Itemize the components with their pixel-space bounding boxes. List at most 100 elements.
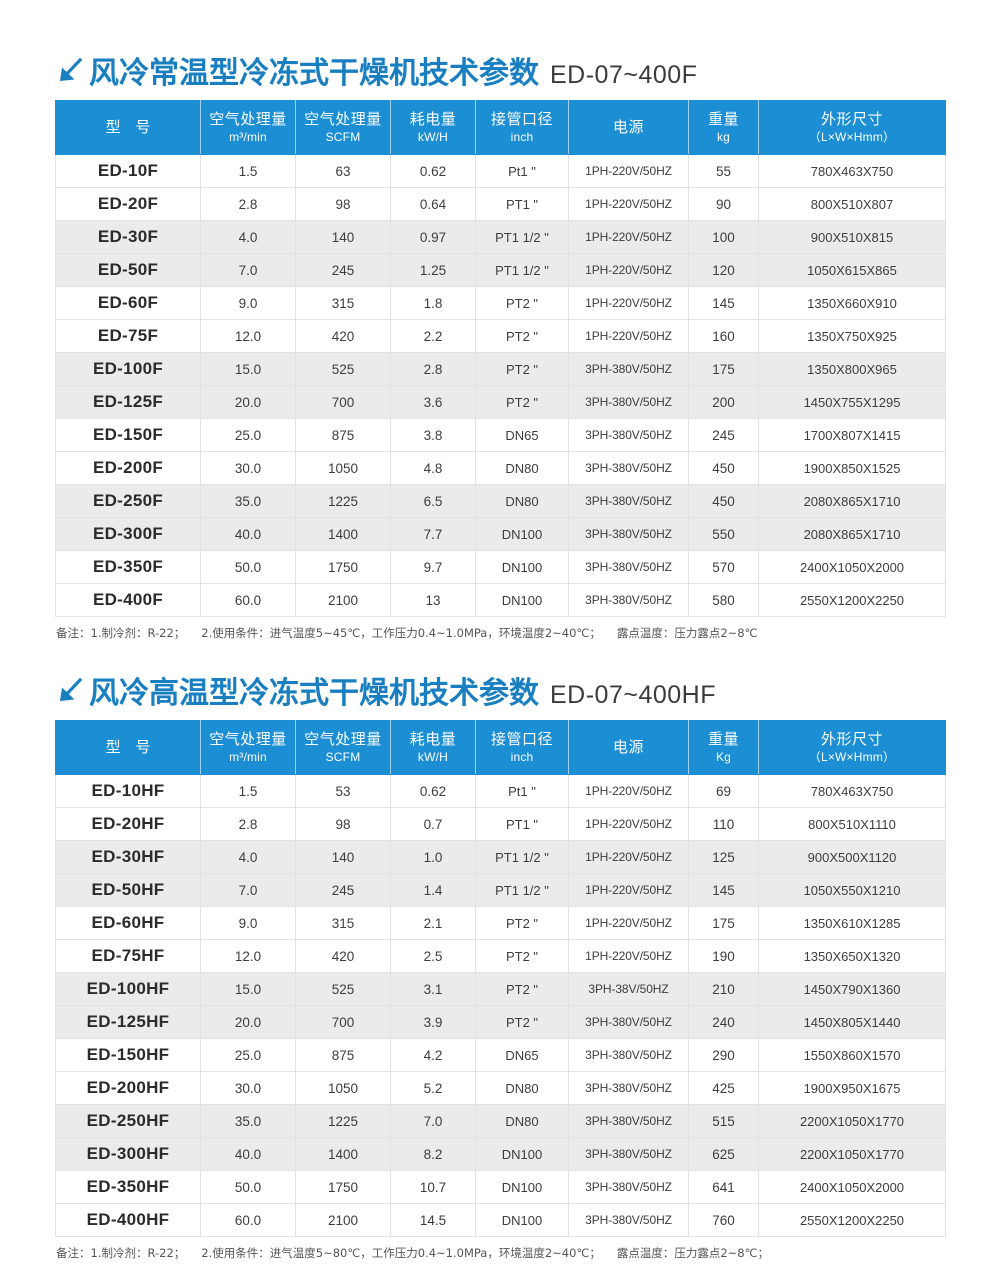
- footnote-part-1: 备注：1.制冷剂：R-22；: [56, 1246, 186, 1260]
- section-title-row: 风冷高温型冷冻式干燥机技术参数 ED-07~400HF: [0, 620, 997, 710]
- cell-airflow-scfm: 875: [295, 1038, 391, 1072]
- cell-pipe-diameter: PT2 ": [475, 286, 569, 320]
- cell-airflow-m3: 12.0: [200, 939, 296, 973]
- cell-power-supply: 3PH-380V/50HZ: [568, 583, 689, 617]
- cell-weight: 69: [688, 774, 759, 808]
- cell-model: ED-400HF: [55, 1203, 201, 1237]
- cell-airflow-m3: 2.8: [200, 807, 296, 841]
- table-row: ED-60F 9.0 315 1.8 PT2 " 1PH-220V/50HZ 145 1350…: [55, 286, 946, 320]
- cell-airflow-scfm: 525: [295, 972, 391, 1006]
- cell-model: ED-200F: [55, 451, 201, 485]
- column-header-sub: Kg: [715, 750, 732, 764]
- cell-dimensions: 2200X1050X1770: [758, 1137, 946, 1171]
- cell-pipe-diameter: DN100: [475, 583, 569, 617]
- cell-airflow-m3: 4.0: [200, 220, 296, 254]
- cell-airflow-m3: 35.0: [200, 484, 296, 518]
- cell-pipe-diameter: PT2 ": [475, 352, 569, 386]
- cell-model: ED-100F: [55, 352, 201, 386]
- table-header: 型 号 空气处理量 m³/min 空气处理量 SCFM 耗电量 kW/H: [55, 720, 946, 775]
- cell-airflow-scfm: 420: [295, 939, 391, 973]
- column-header-main: 重量: [707, 110, 739, 128]
- column-header-sub: kg: [716, 130, 731, 144]
- cell-airflow-m3: 50.0: [200, 1170, 296, 1204]
- column-header-airflow-scfm: 空气处理量 SCFM: [295, 720, 391, 775]
- cell-power-supply: 1PH-220V/50HZ: [568, 906, 689, 940]
- cell-pipe-diameter: DN100: [475, 1203, 569, 1237]
- cell-power-consumption: 1.25: [390, 253, 476, 287]
- cell-weight: 175: [688, 906, 759, 940]
- cell-airflow-scfm: 1225: [295, 484, 391, 518]
- cell-model: ED-150HF: [55, 1038, 201, 1072]
- cell-power-supply: 3PH-380V/50HZ: [568, 1005, 689, 1039]
- cell-pipe-diameter: PT2 ": [475, 972, 569, 1006]
- cell-model: ED-60F: [55, 286, 201, 320]
- cell-airflow-scfm: 875: [295, 418, 391, 452]
- cell-power-consumption: 2.1: [390, 906, 476, 940]
- cell-dimensions: 1550X860X1570: [758, 1038, 946, 1072]
- cell-airflow-m3: 30.0: [200, 451, 296, 485]
- cell-dimensions: 1350X800X965: [758, 352, 946, 386]
- cell-weight: 175: [688, 352, 759, 386]
- cell-power-consumption: 10.7: [390, 1170, 476, 1204]
- cell-power-consumption: 8.2: [390, 1137, 476, 1171]
- cell-pipe-diameter: DN100: [475, 517, 569, 551]
- cell-power-supply: 1PH-220V/50HZ: [568, 187, 689, 221]
- cell-airflow-m3: 1.5: [200, 154, 296, 188]
- cell-power-consumption: 0.97: [390, 220, 476, 254]
- cell-pipe-diameter: PT2 ": [475, 319, 569, 353]
- cell-airflow-scfm: 1750: [295, 550, 391, 584]
- cell-model: ED-400F: [55, 583, 201, 617]
- column-header-main: 型 号: [105, 118, 156, 136]
- cell-dimensions: 800X510X807: [758, 187, 946, 221]
- cell-pipe-diameter: Pt1 ": [475, 774, 569, 808]
- cell-model: ED-10HF: [55, 774, 201, 808]
- cell-airflow-scfm: 140: [295, 220, 391, 254]
- cell-model: ED-75HF: [55, 939, 201, 973]
- cell-dimensions: 1050X550X1210: [758, 873, 946, 907]
- footnote-part-2: 2.使用条件：进气温度5~45℃，工作压力0.4~1.0MPa，环境温度2~40…: [201, 626, 601, 640]
- cell-power-consumption: 13: [390, 583, 476, 617]
- column-header-airflow-m3: 空气处理量 m³/min: [200, 100, 296, 155]
- cell-airflow-scfm: 245: [295, 253, 391, 287]
- cell-power-consumption: 1.4: [390, 873, 476, 907]
- cell-power-supply: 1PH-220V/50HZ: [568, 840, 689, 874]
- cell-airflow-m3: 15.0: [200, 972, 296, 1006]
- cell-weight: 190: [688, 939, 759, 973]
- cell-power-consumption: 1.0: [390, 840, 476, 874]
- page-title-en: ED-07~400F: [550, 61, 698, 89]
- column-header-main: 空气处理量: [304, 730, 382, 748]
- cell-model: ED-125HF: [55, 1005, 201, 1039]
- cell-dimensions: 1450X755X1295: [758, 385, 946, 419]
- table-row: ED-300HF 40.0 1400 8.2 DN100 3PH-380V/50HZ 625…: [55, 1137, 946, 1171]
- cell-airflow-scfm: 63: [295, 154, 391, 188]
- cell-model: ED-50HF: [55, 873, 201, 907]
- cell-airflow-scfm: 98: [295, 187, 391, 221]
- table-header-row: 型 号 空气处理量 m³/min 空气处理量 SCFM 耗电量 kW/H: [55, 720, 946, 775]
- cell-dimensions: 1350X750X925: [758, 319, 946, 353]
- table-row: ED-200F 30.0 1050 4.8 DN80 3PH-380V/50HZ 450 19…: [55, 451, 946, 485]
- table-row: ED-60HF 9.0 315 2.1 PT2 " 1PH-220V/50HZ 175 135…: [55, 906, 946, 940]
- cell-power-consumption: 5.2: [390, 1071, 476, 1105]
- cell-dimensions: 780X463X750: [758, 154, 946, 188]
- cell-airflow-scfm: 53: [295, 774, 391, 808]
- column-header-main: 空气处理量: [304, 110, 382, 128]
- cell-dimensions: 2400X1050X2000: [758, 1170, 946, 1204]
- cell-power-supply: 3PH-380V/50HZ: [568, 484, 689, 518]
- cell-weight: 90: [688, 187, 759, 221]
- cell-power-consumption: 2.2: [390, 319, 476, 353]
- cell-airflow-m3: 4.0: [200, 840, 296, 874]
- column-header-model: 型 号: [55, 100, 201, 155]
- table-row: ED-350HF 50.0 1750 10.7 DN100 3PH-380V/50HZ 64…: [55, 1170, 946, 1204]
- cell-model: ED-75F: [55, 319, 201, 353]
- cell-pipe-diameter: PT1 1/2 ": [475, 220, 569, 254]
- column-header-power-consumption: 耗电量 kW/H: [390, 100, 476, 155]
- cell-weight: 110: [688, 807, 759, 841]
- cell-model: ED-150F: [55, 418, 201, 452]
- column-header-main: 重量: [707, 730, 739, 748]
- cell-weight: 245: [688, 418, 759, 452]
- cell-dimensions: 780X463X750: [758, 774, 946, 808]
- cell-power-supply: 3PH-380V/50HZ: [568, 418, 689, 452]
- cell-dimensions: 1450X805X1440: [758, 1005, 946, 1039]
- cell-model: ED-20F: [55, 187, 201, 221]
